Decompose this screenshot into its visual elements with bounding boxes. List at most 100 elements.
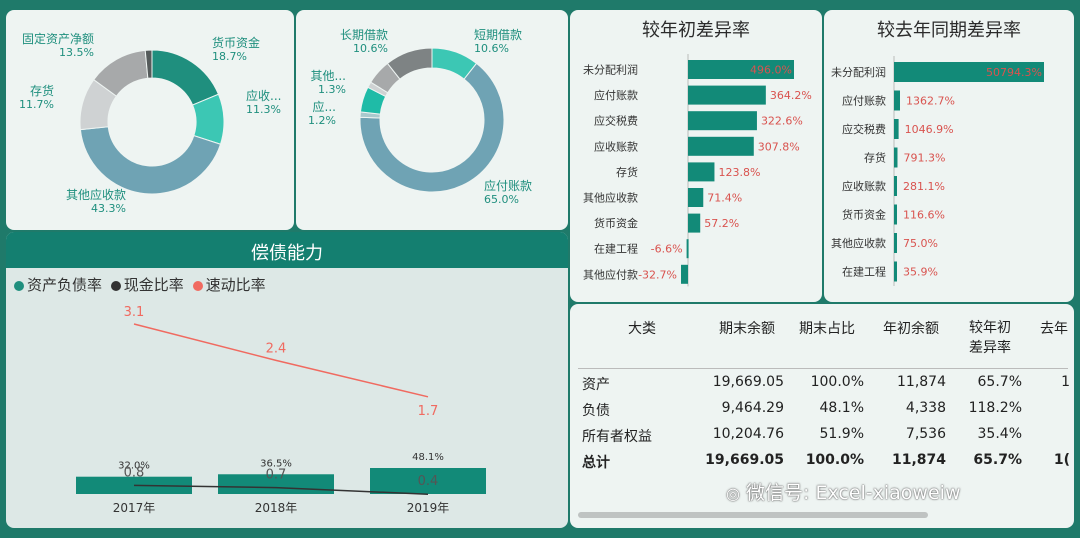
donut-slice[interactable] <box>144 49 153 79</box>
bar-value-label: 307.8% <box>758 140 800 153</box>
bar-value-label: 791.3% <box>903 152 945 165</box>
variance-yoy-card: 较去年同期差异率 未分配利润 50794.3% 应付账款 1362.7% 应交税费 104… <box>824 10 1074 302</box>
table-cell-ratio: 100.0% <box>805 452 864 468</box>
bar-value-label: 116.6% <box>903 209 945 222</box>
bar[interactable] <box>686 239 689 259</box>
slice-percent: 1.3% <box>318 83 346 96</box>
variance-yoy-chart[interactable]: 未分配利润 50794.3% 应付账款 1362.7% 应交税费 1046.9% 存货 791… <box>824 10 1074 302</box>
table-cell-end: 19,669.05 <box>705 452 784 468</box>
bar-data-label: 36.5% <box>260 458 292 469</box>
line-data-label: 0.7 <box>266 468 287 483</box>
bar[interactable] <box>688 162 715 182</box>
solvency-card: 偿债能力 资产负债率 现金比率 速动比率 32.0% 36.5% 48.1% 0.8 0… <box>6 232 568 528</box>
bar-value-label: 496.0% <box>750 64 792 77</box>
slice-percent: 18.7% <box>212 50 247 63</box>
table-cell-diff: 65.7% <box>973 452 1022 468</box>
bar[interactable] <box>688 213 701 233</box>
slice-label: 固定资产净额 <box>22 31 94 46</box>
bar[interactable] <box>894 204 897 225</box>
table-cell-name: 所有者权益 <box>582 429 652 445</box>
slice-label: 应付账款 <box>484 178 532 193</box>
donut-slice[interactable] <box>386 47 433 80</box>
header-line: 较年初 <box>969 320 1011 336</box>
bar-category-label: 未分配利润 <box>583 63 638 77</box>
slice-label: 短期借款 <box>474 28 522 42</box>
bar-category-label: 在建工程 <box>842 265 886 279</box>
bar-category-label: 应付账款 <box>594 88 638 102</box>
legend-item-cash-ratio[interactable]: 现金比率 <box>110 276 184 294</box>
slice-percent: 11.7% <box>19 98 54 111</box>
solvency-title: 偿债能力 <box>251 243 323 264</box>
slice-label: 存货 <box>30 83 54 98</box>
table-cell-begin: 11,874 <box>891 452 946 468</box>
legend-label: 资产负债率 <box>27 276 103 294</box>
asset-structure-card: 货币资金 18.7% 应收... 11.3% 其他应收款 43.3% 存货 11.7% 固定资产… <box>6 10 294 230</box>
table-cell-last: 1( <box>1053 452 1070 468</box>
bar[interactable] <box>688 136 754 156</box>
bar[interactable] <box>681 264 688 284</box>
bar[interactable] <box>688 111 757 131</box>
x-axis-tick-label: 2019年 <box>407 501 450 515</box>
col-header-last-year[interactable]: 去年 <box>1040 321 1068 337</box>
wechat-icon: ◎ <box>726 484 740 503</box>
table-cell-end: 10,204.76 <box>712 426 784 442</box>
col-header-begin-balance[interactable]: 年初余额 <box>883 321 939 337</box>
donut-slice[interactable] <box>151 49 220 106</box>
bar[interactable] <box>688 60 794 79</box>
legend-item-quick-ratio[interactable]: 速动比率 <box>192 276 266 294</box>
bar[interactable] <box>688 85 766 105</box>
solvency-chart[interactable]: 32.0% 36.5% 48.1% 0.8 0.7 0.4 3.1 2.4 1.7 2017年 20… <box>6 232 568 528</box>
bar-value-label: -6.6% <box>651 243 683 256</box>
slice-label: 其他... <box>311 69 346 83</box>
bar-category-label: 应收账款 <box>594 139 638 153</box>
bar-value-label: 123.8% <box>718 166 760 179</box>
header-line: 差异率 <box>969 340 1011 356</box>
bar-value-label: 1046.9% <box>905 123 954 136</box>
bar[interactable] <box>894 176 897 196</box>
debt-ratio-bar[interactable] <box>370 468 486 494</box>
bar-value-label: 75.0% <box>903 237 938 250</box>
line-data-label: 0.8 <box>124 465 145 480</box>
table-cell-begin: 11,874 <box>897 374 946 390</box>
debt-ratio-bar[interactable] <box>76 476 192 494</box>
bar-value-label: 50794.3% <box>986 66 1042 79</box>
bar-value-label: 364.2% <box>770 89 812 102</box>
quick-ratio-line[interactable] <box>133 323 429 398</box>
table-cell-diff: 35.4% <box>977 426 1022 442</box>
bar[interactable] <box>894 233 897 253</box>
bar-data-label: 32.0% <box>118 461 150 472</box>
col-header-end-balance[interactable]: 期末余额 <box>719 321 775 337</box>
bar-category-label: 货币资金 <box>842 208 886 222</box>
legend-item-debt-ratio[interactable]: 资产负债率 <box>14 276 102 294</box>
bar[interactable] <box>894 147 898 168</box>
variance-vs-begin-chart[interactable]: 未分配利润 496.0% 应付账款 364.2% 应交税费 322.6% 应收账款 307.8… <box>570 10 822 302</box>
col-header-end-ratio[interactable]: 期末占比 <box>799 321 855 337</box>
line-data-label: 2.4 <box>266 341 287 356</box>
horizontal-scrollbar[interactable] <box>578 512 928 518</box>
col-header-category[interactable]: 大类 <box>628 321 656 337</box>
x-axis-tick-label: 2017年 <box>113 501 156 515</box>
bar-category-label: 存货 <box>864 151 886 165</box>
table-cell-ratio: 48.1% <box>819 400 864 416</box>
solvency-legend: 资产负债率 现金比率 速动比率 <box>14 274 266 295</box>
cash-ratio-line[interactable] <box>133 484 429 495</box>
liability-structure-donut[interactable]: 短期借款10.6%应付账款65.0%应...1.2%其他...1.3%长期借款1… <box>296 10 568 230</box>
bar-category-label: 货币资金 <box>594 216 638 230</box>
table-cell-ratio: 51.9% <box>819 426 864 442</box>
bar[interactable] <box>688 188 704 207</box>
bar-category-label: 应收账款 <box>842 179 886 193</box>
bar[interactable] <box>894 90 900 111</box>
watermark-text: 微信号: Excel-xiaoweiw <box>746 482 961 504</box>
donut-slice[interactable] <box>79 126 222 195</box>
slice-percent: 10.6% <box>474 42 509 55</box>
bar[interactable] <box>894 261 897 282</box>
slice-percent: 65.0% <box>484 193 519 206</box>
bar[interactable] <box>894 119 899 139</box>
slice-percent: 1.2% <box>308 114 336 127</box>
table-cell-ratio: 100.0% <box>810 374 864 390</box>
col-header-diff[interactable]: 较年初 差异率 <box>960 318 1020 358</box>
slice-label: 其他应收款 <box>66 187 126 202</box>
donut-slice[interactable] <box>359 62 505 193</box>
bar[interactable] <box>894 62 1044 82</box>
